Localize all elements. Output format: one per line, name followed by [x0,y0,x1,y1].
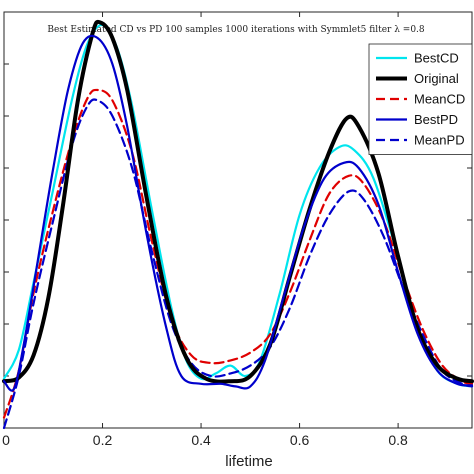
series-line-original [2,19,474,384]
legend-label-bestcd: BestCD [414,51,459,66]
legend-label-meancd: MeanCD [414,92,465,107]
x-tick-label: 0.6 [290,432,310,448]
series-lines [2,19,474,430]
series-line-bestcd [2,23,474,388]
series-line-bestpd [2,34,474,392]
legend-label-original: Original [414,71,459,86]
legend-label-bestpd: BestPD [414,112,458,127]
legend-label-meanpd: MeanPD [414,133,465,148]
axis-ticks: 0 0.2 0.4 0.6 0.8 [2,12,472,448]
legend-box [368,43,473,155]
x-tick-label: 0 [2,432,10,448]
chart-title: Best Estimated CD vs PD 100 samples 1000… [47,25,425,35]
x-tick-label: 0.4 [191,432,211,448]
x-axis-label: lifetime [225,453,273,470]
x-tick-label: 0.8 [388,432,408,448]
chart-legend: BestCD Original MeanCD BestPD MeanPD [368,43,473,155]
x-tick-label: 0.2 [93,432,113,448]
